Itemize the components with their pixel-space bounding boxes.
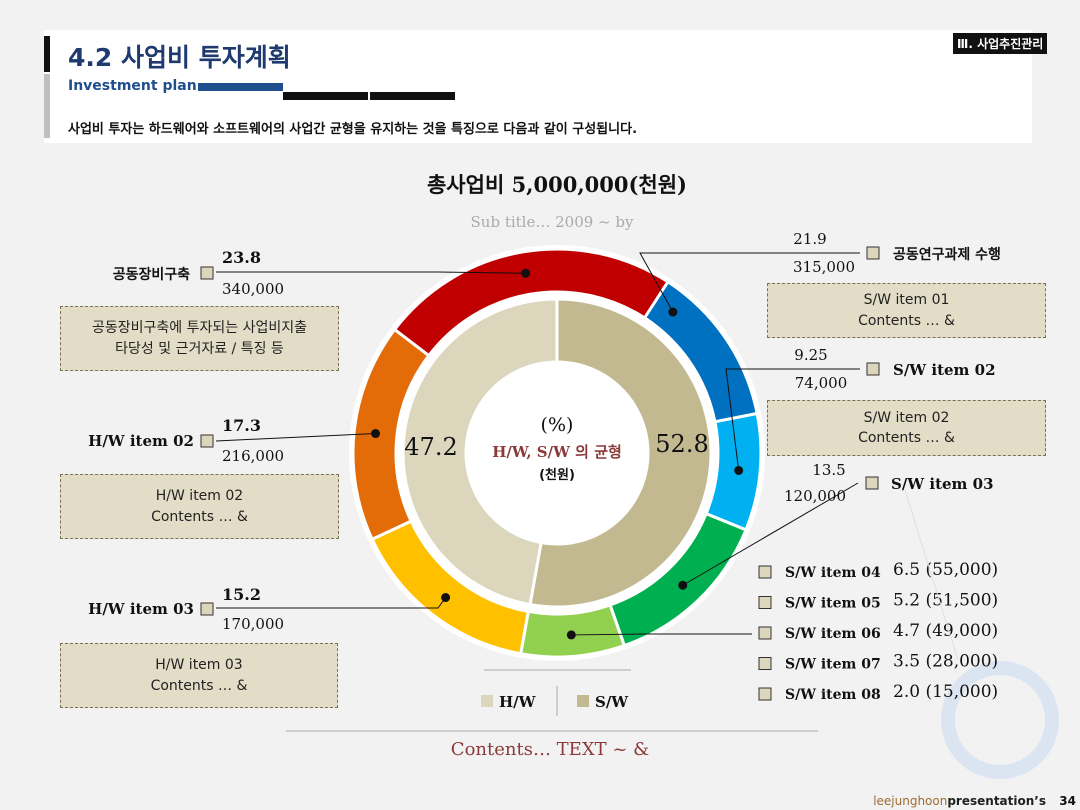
legend-square (758, 657, 772, 670)
segment-amount: 315,000 (793, 258, 855, 276)
legend-square (758, 596, 772, 609)
legend-square (200, 602, 214, 616)
segment-pct: 21.9 (793, 230, 826, 248)
callout-line (571, 633, 752, 636)
legend-square (200, 434, 214, 448)
outer-segment (392, 247, 671, 358)
segment-pct: 15.2 (222, 585, 261, 604)
segment-amount: 216,000 (222, 447, 284, 465)
donut-hole (466, 362, 648, 544)
segment-name: H/W item 02 (88, 432, 194, 450)
segment-amount: 170,000 (222, 615, 284, 633)
legend-square (866, 362, 880, 376)
small-item-name: S/W item 05 (785, 596, 881, 612)
legend-swatch-hw (481, 695, 493, 707)
segment-pct: 17.3 (222, 416, 261, 435)
inner-label-hw: 47.2 (404, 433, 457, 461)
note-box-sw-item-02: S/W item 02 Contents … & (767, 400, 1046, 456)
segment-amount: 74,000 (795, 374, 848, 392)
note-box-sw-item-01: S/W item 01 Contents … & (767, 283, 1046, 338)
title-accent-bar (44, 36, 50, 72)
segment-name: H/W item 03 (88, 600, 194, 618)
small-item-value: 3.5 (28,000) (893, 652, 998, 672)
note-line: S/W item 02 (863, 409, 950, 426)
callout-line (682, 482, 859, 586)
legend-square (200, 266, 214, 280)
legend-label-hw: H/W (499, 693, 537, 711)
note-line: H/W item 03 (155, 657, 243, 674)
subtitle-accent-bar (44, 74, 50, 138)
note-line: 타당성 및 근거자료 / 특징 등 (115, 340, 284, 357)
center-label-3: (천원) (539, 468, 575, 483)
page-title: 4.2 사업비 투자계획 (68, 43, 291, 72)
segment-name: 공동연구과제 수행 (893, 247, 1001, 263)
note-box-hw-item-03: H/W item 03 Contents … & (60, 643, 338, 708)
segment-amount: 340,000 (222, 280, 284, 298)
chart-subtitle: Sub title… 2009 ~ by (471, 213, 634, 231)
callout-line (216, 271, 526, 274)
brand-prefix: leejunghoon (873, 794, 948, 808)
small-item-name: S/W item 06 (785, 626, 881, 642)
small-item-value: 2.0 (15,000) (893, 682, 998, 702)
brand-main: presentation’s (947, 794, 1046, 808)
small-item-value: 6.5 (55,000) (893, 560, 998, 580)
small-item-name: S/W item 08 (785, 687, 881, 703)
chart-caption: Contents… TEXT ~ & (451, 739, 649, 760)
segment-pct: 23.8 (222, 248, 261, 267)
center-label-2: H/W, S/W 의 균형 (492, 443, 622, 461)
callout-line (725, 368, 860, 471)
page-description: 사업비 투자는 하드웨어와 소프트웨어의 사업간 균형을 유지하는 것을 특징으… (68, 122, 638, 137)
legend-swatch-sw (577, 695, 589, 707)
page-subtitle: Investment plan (68, 78, 197, 94)
page-number: 34 (1059, 794, 1076, 808)
callout-line (639, 252, 860, 313)
footer-brand: leejunghoonpresentation’s (873, 794, 1046, 808)
section-tag: Ⅲ. 사업추진관리 (953, 33, 1048, 54)
center-label-1: (%) (541, 414, 574, 436)
note-line: S/W item 01 (863, 292, 950, 309)
legend-label-sw: S/W (595, 693, 629, 711)
small-item-value: 5.2 (51,500) (893, 591, 998, 611)
legend-square (758, 687, 772, 701)
note-line: Contents … & (150, 677, 248, 694)
segment-pct: 9.25 (794, 346, 827, 364)
inner-label-sw: 52.8 (655, 430, 708, 458)
segment-name: 공동장비구축 (113, 266, 190, 283)
note-line: Contents … & (858, 312, 955, 329)
segment-pct: 13.5 (812, 461, 845, 479)
note-line: 공동장비구축에 투자되는 사업비지출 (92, 320, 307, 337)
note-line: H/W item 02 (155, 488, 244, 505)
decorative-bar (283, 92, 368, 100)
note-line: Contents … & (151, 508, 248, 525)
legend-square (865, 476, 879, 490)
callout-line (216, 597, 447, 609)
legend-square (866, 246, 880, 260)
legend-square (758, 626, 772, 640)
segment-name: S/W item 03 (891, 475, 994, 493)
legend-square (758, 565, 772, 579)
chart-title: 총사업비 5,000,000(천원) (427, 172, 687, 197)
decorative-circle (941, 661, 1059, 779)
note-box-hw-item-02: H/W item 02 Contents … & (60, 474, 339, 539)
segment-name: S/W item 02 (893, 361, 996, 379)
segment-amount: 120,000 (784, 487, 846, 505)
guide-line (904, 489, 959, 661)
decorative-bar (198, 83, 283, 91)
small-item-name: S/W item 07 (785, 657, 881, 673)
small-item-name: S/W item 04 (785, 565, 881, 581)
small-item-value: 4.7 (49,000) (893, 621, 998, 641)
note-line: Contents … & (858, 430, 955, 446)
decorative-bar (370, 92, 455, 100)
callout-line (215, 433, 376, 442)
